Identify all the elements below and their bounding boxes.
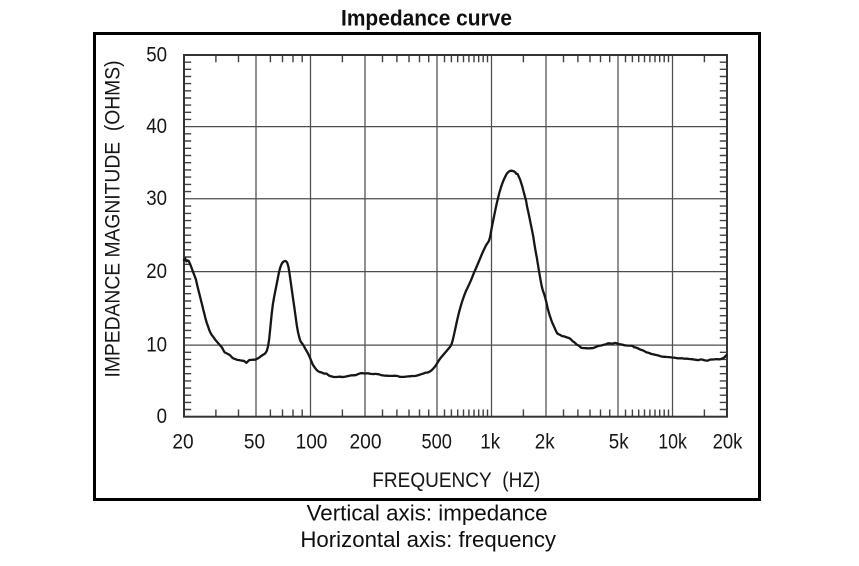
svg-text:30: 30 <box>146 187 167 210</box>
svg-text:1k: 1k <box>480 431 500 454</box>
svg-text:40: 40 <box>146 115 167 138</box>
svg-text:10k: 10k <box>658 431 687 454</box>
svg-text:FREQUENCY (HZ): FREQUENCY (HZ) <box>372 469 540 492</box>
svg-text:50: 50 <box>244 431 265 454</box>
svg-text:2k: 2k <box>535 431 555 454</box>
svg-text:Impedance curve: Impedance curve <box>341 6 512 31</box>
svg-text:10: 10 <box>146 333 167 356</box>
svg-text:20: 20 <box>146 260 167 283</box>
svg-text:500: 500 <box>422 431 452 454</box>
svg-text:20k: 20k <box>713 431 743 454</box>
svg-text:100: 100 <box>296 431 328 454</box>
svg-text:200: 200 <box>350 431 382 454</box>
svg-text:50: 50 <box>146 43 167 66</box>
svg-text:20: 20 <box>172 431 193 454</box>
svg-text:0: 0 <box>157 405 167 428</box>
svg-text:Horizontal axis: frequency: Horizontal axis: frequency <box>300 527 556 552</box>
svg-text:5k: 5k <box>609 431 629 454</box>
svg-text:Vertical axis: impedance: Vertical axis: impedance <box>307 500 548 525</box>
svg-text:IMPEDANCE MAGNITUDE (OHMS): IMPEDANCE MAGNITUDE (OHMS) <box>102 61 125 378</box>
